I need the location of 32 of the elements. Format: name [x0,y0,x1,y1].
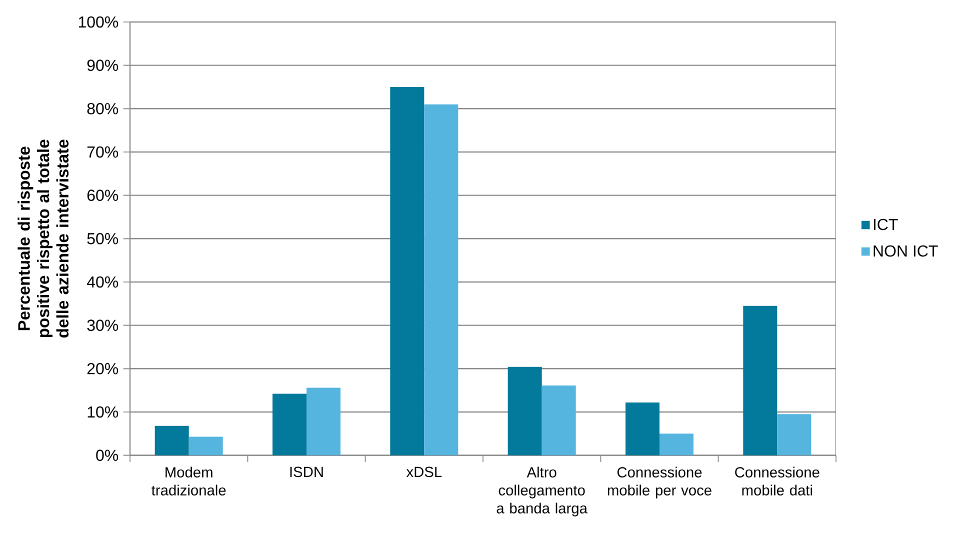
bar [542,386,576,456]
y-tick-label: 0% [96,450,118,461]
y-tick-label: 90% [87,60,118,71]
x-tick-label: xDSL [406,466,442,478]
x-tick-label: Connessione mobile per voce [608,466,712,498]
y-tick-label: 100% [78,16,118,28]
x-tick-label: Altro collegamento a banda larga [496,466,588,516]
bar [777,414,812,456]
bar [659,434,694,456]
y-tick-label: 80% [87,103,118,114]
y-tick-label: 70% [87,146,118,158]
x-tick-label: Connessione mobile dati [735,466,820,496]
bar [154,426,189,456]
y-tick-label: 60% [87,190,118,201]
y-tick-label: 40% [86,276,118,288]
bar [424,104,458,456]
legend-label: ICT [874,218,898,230]
y-axis-title: Percentuale di risposte positive rispetto al totale delle aziende intervistate [18,140,69,338]
bar [306,388,341,456]
legend-label: NON ICT [874,245,938,257]
bar [626,402,660,456]
bar [272,394,307,456]
bar [508,366,542,456]
y-tick-label: 30% [87,320,118,331]
x-tick-label: Modem tradizionale [152,466,226,496]
bar [188,436,223,456]
y-tick-label: 20% [87,362,118,374]
x-tick-label: ISDN [290,466,323,478]
bar [743,306,778,456]
y-tick-label: 10% [88,406,118,418]
y-tick-label: 50% [87,233,118,244]
bar [390,86,424,456]
